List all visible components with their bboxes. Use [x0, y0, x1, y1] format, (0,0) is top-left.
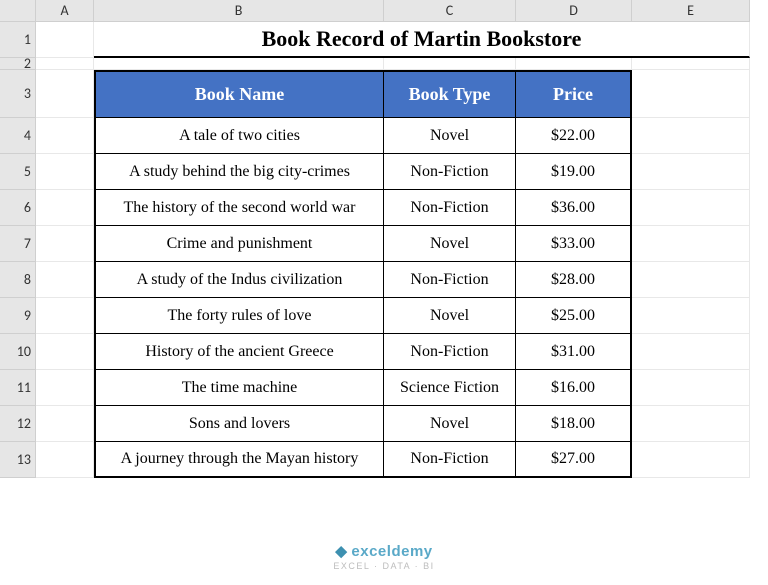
row-header-1[interactable]: 1 [0, 22, 36, 58]
col-header-E[interactable]: E [632, 0, 750, 22]
book-type-cell[interactable]: Novel [384, 406, 516, 442]
price-cell[interactable]: $22.00 [516, 118, 632, 154]
page-title: Book Record of Martin Bookstore [94, 22, 750, 58]
cell[interactable] [632, 262, 750, 298]
table-header-book-name[interactable]: Book Name [94, 70, 384, 118]
price-cell[interactable]: $18.00 [516, 406, 632, 442]
col-header-C[interactable]: C [384, 0, 516, 22]
cell[interactable] [36, 442, 94, 478]
price-cell[interactable]: $16.00 [516, 370, 632, 406]
row-header-10[interactable]: 10 [0, 334, 36, 370]
cell[interactable] [632, 370, 750, 406]
cell[interactable] [632, 70, 750, 118]
cell[interactable] [632, 298, 750, 334]
price-cell[interactable]: $28.00 [516, 262, 632, 298]
book-name-cell[interactable]: A study of the Indus civilization [94, 262, 384, 298]
table-header-book-type[interactable]: Book Type [384, 70, 516, 118]
select-all-corner[interactable] [0, 0, 36, 22]
col-header-D[interactable]: D [516, 0, 632, 22]
book-type-cell[interactable]: Non-Fiction [384, 442, 516, 478]
cell[interactable] [632, 442, 750, 478]
book-type-cell[interactable]: Novel [384, 226, 516, 262]
row-header-12[interactable]: 12 [0, 406, 36, 442]
cell[interactable] [632, 58, 750, 70]
book-name-cell[interactable]: A tale of two cities [94, 118, 384, 154]
cell[interactable] [36, 298, 94, 334]
book-type-cell[interactable]: Non-Fiction [384, 334, 516, 370]
book-name-cell[interactable]: A study behind the big city-crimes [94, 154, 384, 190]
cell[interactable] [632, 190, 750, 226]
cell[interactable] [632, 154, 750, 190]
row-header-5[interactable]: 5 [0, 154, 36, 190]
col-header-B[interactable]: B [94, 0, 384, 22]
cell[interactable] [36, 262, 94, 298]
book-type-cell[interactable]: Non-Fiction [384, 262, 516, 298]
cell[interactable] [36, 334, 94, 370]
table-header-price[interactable]: Price [516, 70, 632, 118]
col-header-A[interactable]: A [36, 0, 94, 22]
book-name-cell[interactable]: Crime and punishment [94, 226, 384, 262]
cell[interactable] [516, 58, 632, 70]
watermark-name: ◆exceldemy [0, 542, 768, 560]
price-cell[interactable]: $25.00 [516, 298, 632, 334]
book-type-cell[interactable]: Science Fiction [384, 370, 516, 406]
row-header-4[interactable]: 4 [0, 118, 36, 154]
row-header-3[interactable]: 3 [0, 70, 36, 118]
row-header-8[interactable]: 8 [0, 262, 36, 298]
book-name-cell[interactable]: The forty rules of love [94, 298, 384, 334]
cell[interactable] [94, 58, 384, 70]
price-cell[interactable]: $33.00 [516, 226, 632, 262]
row-header-9[interactable]: 9 [0, 298, 36, 334]
cell[interactable] [36, 22, 94, 58]
cell[interactable] [36, 190, 94, 226]
cell[interactable] [36, 58, 94, 70]
cell[interactable] [632, 118, 750, 154]
cell[interactable] [384, 58, 516, 70]
book-name-cell[interactable]: The history of the second world war [94, 190, 384, 226]
cell[interactable] [632, 406, 750, 442]
spreadsheet-grid: ABCDE12345678910111213Book Record of Mar… [0, 0, 768, 478]
cell[interactable] [36, 154, 94, 190]
row-header-6[interactable]: 6 [0, 190, 36, 226]
cell[interactable] [36, 370, 94, 406]
watermark: ◆exceldemy EXCEL · DATA · BI [0, 542, 768, 571]
cell[interactable] [36, 70, 94, 118]
book-name-cell[interactable]: A journey through the Mayan history [94, 442, 384, 478]
cell[interactable] [632, 334, 750, 370]
price-cell[interactable]: $27.00 [516, 442, 632, 478]
book-name-cell[interactable]: Sons and lovers [94, 406, 384, 442]
book-type-cell[interactable]: Non-Fiction [384, 154, 516, 190]
cell[interactable] [36, 118, 94, 154]
book-type-cell[interactable]: Novel [384, 118, 516, 154]
book-name-cell[interactable]: History of the ancient Greece [94, 334, 384, 370]
book-type-cell[interactable]: Non-Fiction [384, 190, 516, 226]
price-cell[interactable]: $31.00 [516, 334, 632, 370]
watermark-sub: EXCEL · DATA · BI [0, 561, 768, 571]
row-header-11[interactable]: 11 [0, 370, 36, 406]
cell[interactable] [36, 226, 94, 262]
row-header-7[interactable]: 7 [0, 226, 36, 262]
book-type-cell[interactable]: Novel [384, 298, 516, 334]
price-cell[interactable]: $36.00 [516, 190, 632, 226]
row-header-13[interactable]: 13 [0, 442, 36, 478]
row-header-2[interactable]: 2 [0, 58, 36, 70]
book-name-cell[interactable]: The time machine [94, 370, 384, 406]
cell[interactable] [36, 406, 94, 442]
cell[interactable] [632, 226, 750, 262]
cube-icon: ◆ [335, 543, 347, 560]
price-cell[interactable]: $19.00 [516, 154, 632, 190]
